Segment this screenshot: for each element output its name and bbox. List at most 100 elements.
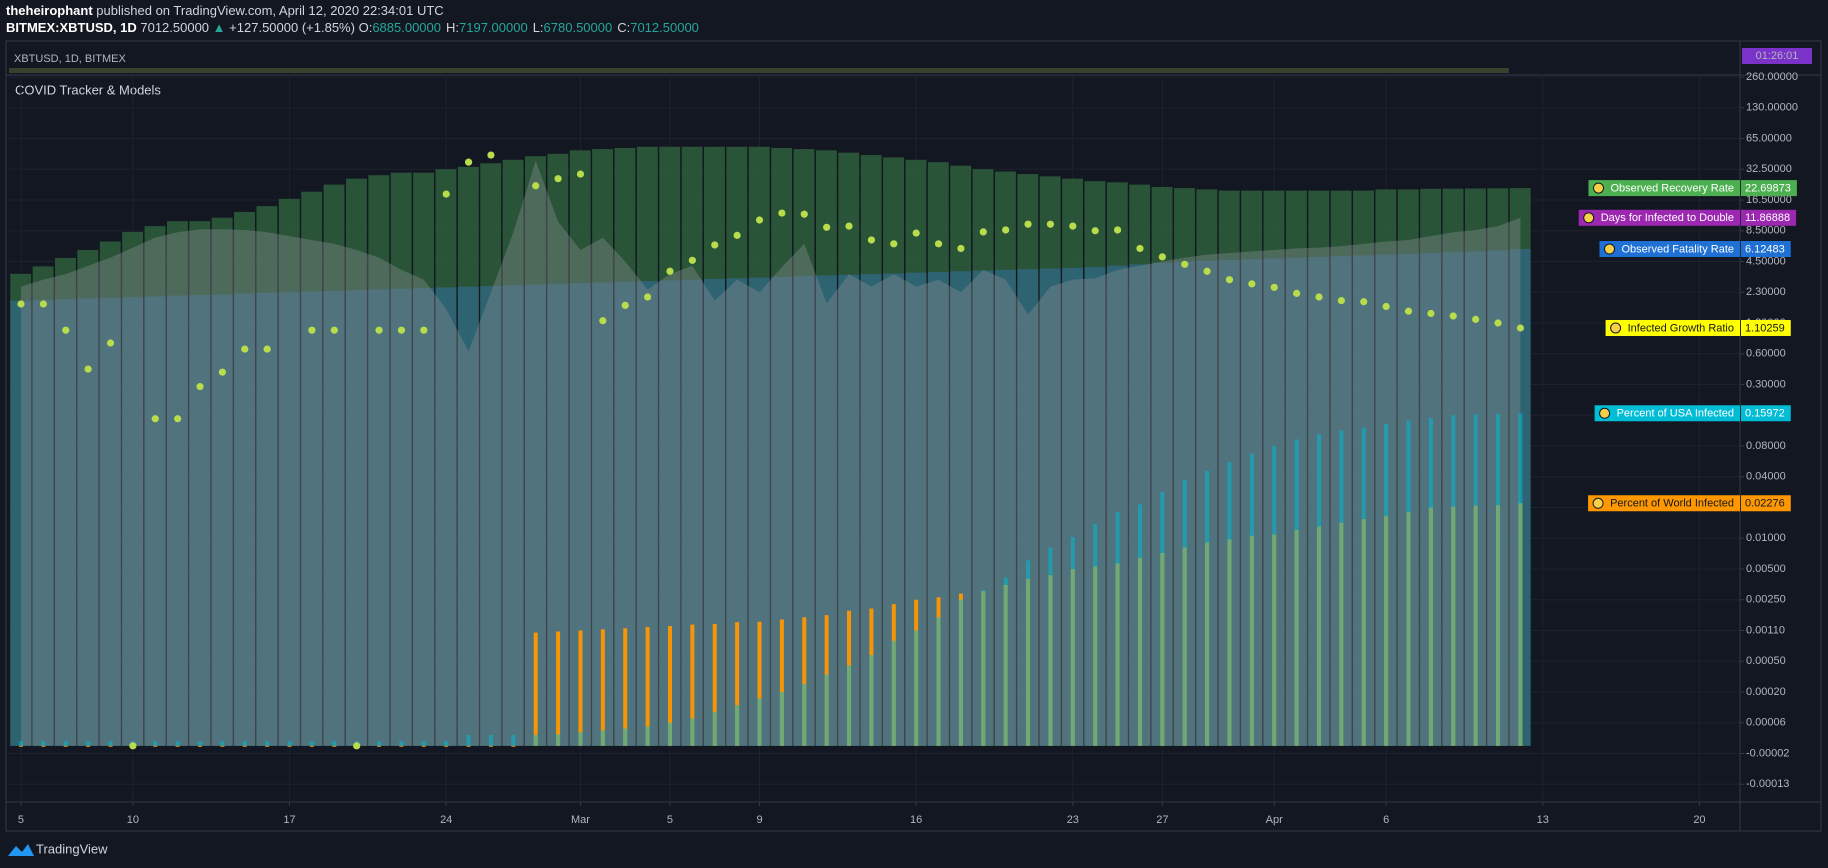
dot xyxy=(957,244,965,253)
x-tick-label: 6 xyxy=(1383,814,1389,826)
x-tick-label: 24 xyxy=(440,814,452,826)
symbol: BITMEX:XBTUSD, 1D xyxy=(6,20,137,35)
dot xyxy=(1427,309,1435,318)
badge-label: Percent of World Infected xyxy=(1610,498,1734,510)
bar xyxy=(757,698,762,746)
badge-icon xyxy=(1592,497,1604,509)
column xyxy=(189,295,211,746)
timer-badge xyxy=(1742,48,1812,64)
bar xyxy=(1518,413,1523,746)
x-tick-label: 5 xyxy=(18,814,24,826)
bar xyxy=(1115,512,1120,746)
column xyxy=(457,286,479,746)
y-tick-label: 0.00250 xyxy=(1746,594,1786,606)
dot xyxy=(1360,298,1368,306)
dot xyxy=(621,301,629,309)
dot xyxy=(1046,220,1055,228)
bar xyxy=(556,631,561,746)
badge-value: 0.15972 xyxy=(1745,408,1785,420)
bar xyxy=(623,628,628,746)
dot xyxy=(1024,220,1032,228)
column xyxy=(793,276,815,746)
badge: Observed Fatality Rate 6.12483 xyxy=(1599,241,1791,258)
bar xyxy=(757,621,762,746)
column xyxy=(1039,268,1061,746)
bar xyxy=(1182,479,1187,746)
bar xyxy=(1003,577,1008,746)
bar xyxy=(242,741,247,746)
dot xyxy=(666,267,674,275)
bar xyxy=(645,726,650,746)
column xyxy=(234,293,255,746)
x-tick-label: 23 xyxy=(1067,814,1079,826)
y-tick-label: 32.50000 xyxy=(1746,163,1792,175)
column xyxy=(278,292,300,746)
badge-value-box xyxy=(1741,405,1791,422)
badge-value: 22.69873 xyxy=(1745,182,1791,194)
bar xyxy=(1451,415,1456,746)
dot xyxy=(554,175,562,183)
badge-label-box xyxy=(1578,209,1740,226)
column xyxy=(972,270,994,746)
dot xyxy=(934,240,943,248)
bar xyxy=(1249,453,1254,746)
y-tick-label: 0.00020 xyxy=(1746,686,1786,698)
dot xyxy=(106,339,115,347)
x-tick-label: 9 xyxy=(756,814,762,826)
dot xyxy=(420,326,428,334)
ohlc-label: C: xyxy=(617,20,630,35)
bar xyxy=(556,734,561,746)
bar xyxy=(533,632,538,746)
y-tick-label: 130.00000 xyxy=(1746,102,1798,114)
bar xyxy=(1339,430,1344,746)
bar xyxy=(1294,439,1299,746)
column xyxy=(502,285,524,746)
bar xyxy=(802,617,807,746)
bar xyxy=(399,741,404,746)
dot xyxy=(1158,253,1166,261)
dot xyxy=(375,326,383,334)
dot xyxy=(823,223,831,231)
ohlc-value: 7012.50000 xyxy=(630,20,699,35)
badge-label: Days for Infected to Double xyxy=(1601,212,1734,224)
dot xyxy=(733,231,741,239)
bar xyxy=(86,745,91,747)
bar xyxy=(377,741,382,746)
y-tick-label: 0.00006 xyxy=(1746,717,1786,729)
column xyxy=(55,299,76,746)
dot xyxy=(1181,260,1189,268)
column xyxy=(525,284,546,746)
column xyxy=(166,295,188,746)
bar xyxy=(86,741,91,746)
bar xyxy=(779,619,784,746)
badge: Observed Recovery Rate 22.69873 xyxy=(1588,180,1797,197)
bar xyxy=(63,745,68,747)
x-tick-label: 10 xyxy=(127,814,139,826)
column xyxy=(301,291,323,746)
column xyxy=(211,294,233,746)
y-tick-label: 0.00110 xyxy=(1746,624,1785,636)
bar xyxy=(153,745,158,747)
dot xyxy=(1449,312,1457,320)
ohlc-label: O: xyxy=(359,20,373,35)
bar xyxy=(1473,414,1478,746)
y-tick-label: 16.50000 xyxy=(1746,194,1792,206)
column xyxy=(883,273,904,746)
bar xyxy=(936,617,941,746)
column xyxy=(1017,269,1039,746)
bar xyxy=(1496,413,1501,746)
bar xyxy=(309,741,314,746)
x-tick-label: 27 xyxy=(1156,814,1168,826)
dot xyxy=(62,326,70,334)
bar xyxy=(421,745,426,747)
bar xyxy=(242,745,247,747)
ohlc-value: 7197.00000 xyxy=(459,20,528,35)
bar xyxy=(198,745,203,747)
column xyxy=(815,275,837,746)
logo-icon xyxy=(8,844,34,856)
y-tick-label: 0.00500 xyxy=(1746,563,1786,575)
bar xyxy=(1137,504,1142,746)
ohlc-label: H: xyxy=(446,20,459,35)
